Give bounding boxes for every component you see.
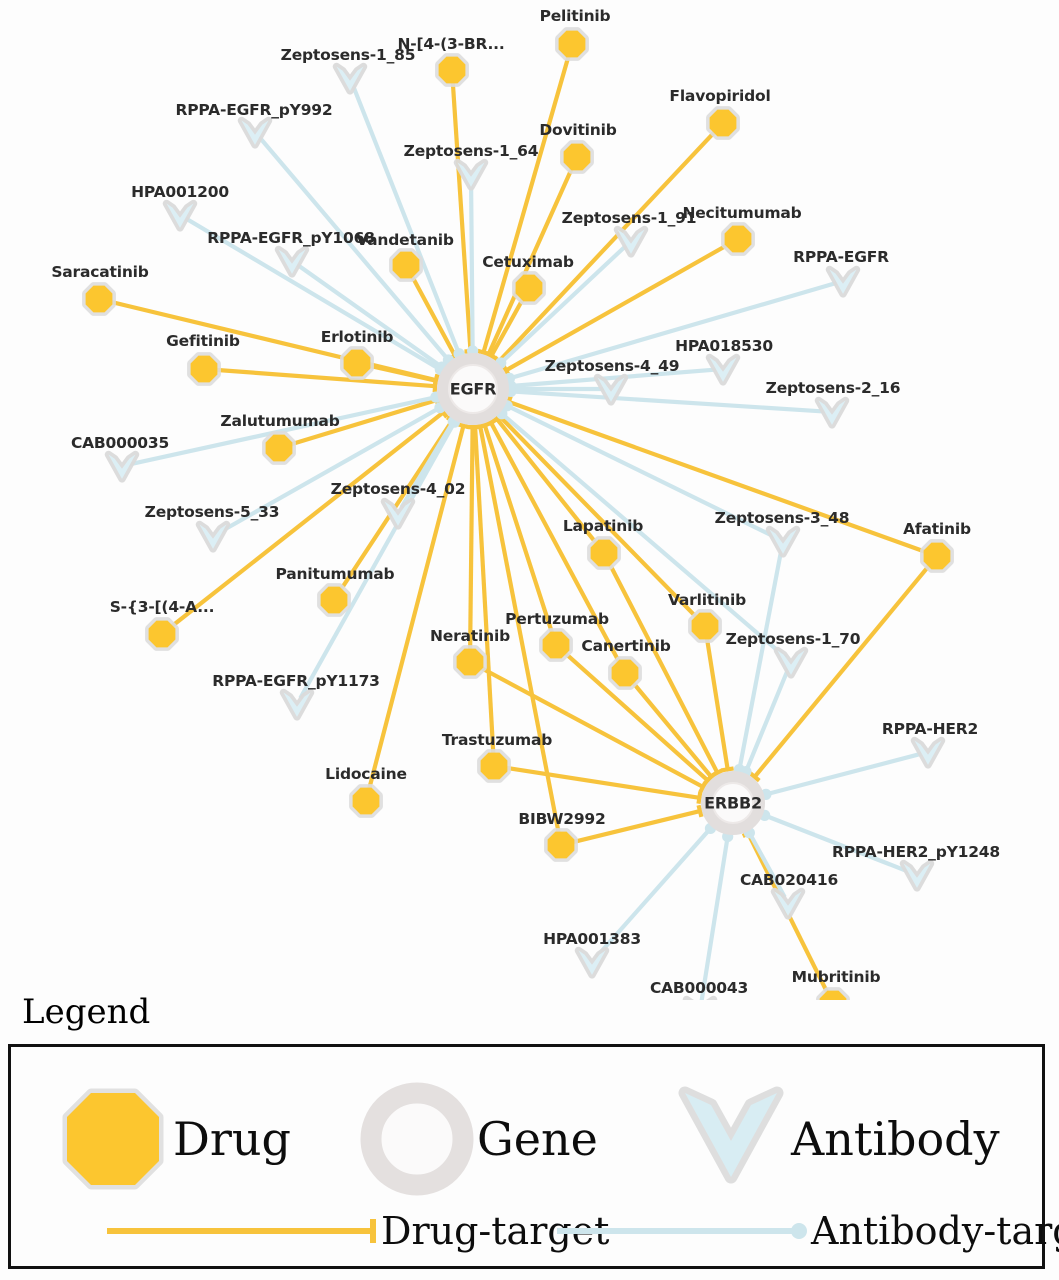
gene-node[interactable] <box>437 353 509 425</box>
antibody-node[interactable] <box>380 497 416 530</box>
antibody-target-edge[interactable] <box>760 751 923 800</box>
antibody-node[interactable] <box>773 646 809 679</box>
drug-node[interactable] <box>539 628 573 662</box>
drug-target-edge[interactable] <box>485 292 528 361</box>
drug-target-edge[interactable] <box>501 240 734 377</box>
antibody-node[interactable] <box>104 450 140 483</box>
drug-node[interactable] <box>262 431 296 465</box>
antibody-node[interactable] <box>613 225 649 258</box>
drug-node[interactable] <box>544 828 578 862</box>
drug-node[interactable] <box>706 106 740 140</box>
antibody-node[interactable] <box>765 525 801 558</box>
drug-target-edge[interactable] <box>703 632 734 773</box>
antibody-target-edge[interactable] <box>298 416 461 700</box>
legend-item-gene: Gene <box>357 1079 598 1199</box>
drug-node[interactable] <box>721 222 755 256</box>
legend-label-drug: Drug <box>173 1112 291 1166</box>
legend-item-antibody: Antibody <box>671 1079 1000 1199</box>
antibody-chevron-icon <box>678 1086 784 1184</box>
legend-box: Drug Gene Antibody Drug-target <box>8 1044 1059 1269</box>
drug-target-edge[interactable] <box>363 362 440 388</box>
antibody-node[interactable] <box>195 520 231 553</box>
drug-node[interactable] <box>187 352 221 386</box>
drug-node[interactable] <box>555 27 589 61</box>
drug-node[interactable] <box>688 609 722 643</box>
legend-label-gene: Gene <box>477 1112 598 1166</box>
antibody-node[interactable] <box>899 859 935 892</box>
node-layer <box>82 27 954 1000</box>
antibody-node[interactable] <box>162 199 198 232</box>
drug-node[interactable] <box>816 987 850 1000</box>
edge-layer <box>105 49 935 1000</box>
drug-target-edge[interactable] <box>627 676 718 783</box>
antibody-target-edge[interactable] <box>759 809 912 875</box>
drug-target-edge[interactable] <box>493 410 702 623</box>
legend-title: Legend <box>22 992 151 1032</box>
drug-target-edge[interactable] <box>567 804 704 846</box>
drug-node[interactable] <box>560 140 594 174</box>
drug-node[interactable] <box>145 617 179 651</box>
antibody-node[interactable] <box>574 946 610 979</box>
drug-target-edge-icon <box>107 1219 376 1243</box>
network-canvas[interactable] <box>0 0 1059 1000</box>
drug-node[interactable] <box>587 536 621 570</box>
legend-label-antibody: Antibody <box>791 1112 1000 1166</box>
drug-node[interactable] <box>920 539 954 573</box>
drug-target-edge[interactable] <box>473 423 562 839</box>
antibody-node[interactable] <box>770 887 806 920</box>
drug-node[interactable] <box>453 645 487 679</box>
antibody-node[interactable] <box>279 688 315 721</box>
drug-node[interactable] <box>82 282 116 316</box>
drug-node[interactable] <box>349 784 383 818</box>
antibody-target-edge[interactable] <box>743 827 787 899</box>
drug-node[interactable] <box>317 583 351 617</box>
drug-node[interactable] <box>340 346 374 380</box>
drug-node[interactable] <box>512 271 546 305</box>
antibody-node[interactable] <box>274 245 310 278</box>
drug-target-edge[interactable] <box>500 764 703 805</box>
drug-node[interactable] <box>389 248 423 282</box>
antibody-target-edge[interactable] <box>699 830 734 1000</box>
antibody-node[interactable] <box>705 353 741 386</box>
drug-target-edge[interactable] <box>748 559 935 783</box>
drug-target-edge[interactable] <box>493 126 720 367</box>
antibody-node[interactable] <box>825 265 861 298</box>
legend-item-drug: Drug <box>53 1079 291 1199</box>
drug-target-edge[interactable] <box>474 663 708 794</box>
antibody-node[interactable] <box>593 373 629 406</box>
drug-node[interactable] <box>435 53 469 87</box>
legend-label-antibody-target: Antibody-target <box>811 1209 1059 1253</box>
antibody-target-edge[interactable] <box>503 280 838 384</box>
antibody-target-edge-icon <box>557 1223 807 1239</box>
antibody-target-edge[interactable] <box>257 135 455 366</box>
gene-node[interactable] <box>701 771 765 835</box>
antibody-target-edge[interactable] <box>496 408 788 660</box>
antibody-node[interactable] <box>237 116 273 149</box>
drug-octagon-icon <box>62 1088 164 1190</box>
antibody-target-edge[interactable] <box>594 822 717 959</box>
antibody-node[interactable] <box>814 396 850 429</box>
drug-target-edge[interactable] <box>365 422 470 795</box>
gene-ring-icon <box>360 1082 474 1196</box>
legend-item-drug-target: Drug-target <box>101 1212 609 1250</box>
antibody-node[interactable] <box>332 62 368 95</box>
antibody-node[interactable] <box>910 736 946 769</box>
drug-node[interactable] <box>608 656 642 690</box>
drug-target-edge[interactable] <box>484 417 624 669</box>
drug-node[interactable] <box>477 749 511 783</box>
antibody-node[interactable] <box>453 158 489 191</box>
legend-item-antibody-target: Antibody-target <box>551 1212 1059 1250</box>
